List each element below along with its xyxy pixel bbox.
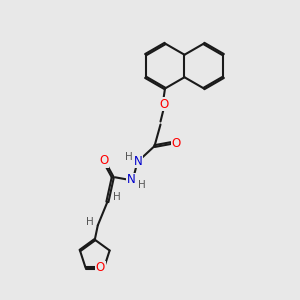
Text: H: H: [124, 152, 132, 162]
Text: O: O: [99, 154, 108, 167]
Text: H: H: [85, 217, 93, 227]
Text: N: N: [134, 154, 142, 168]
Text: O: O: [172, 136, 181, 150]
Text: O: O: [96, 261, 105, 274]
Text: H: H: [113, 192, 121, 203]
Text: H: H: [138, 180, 146, 190]
Text: N: N: [127, 173, 136, 186]
Text: O: O: [159, 98, 168, 111]
